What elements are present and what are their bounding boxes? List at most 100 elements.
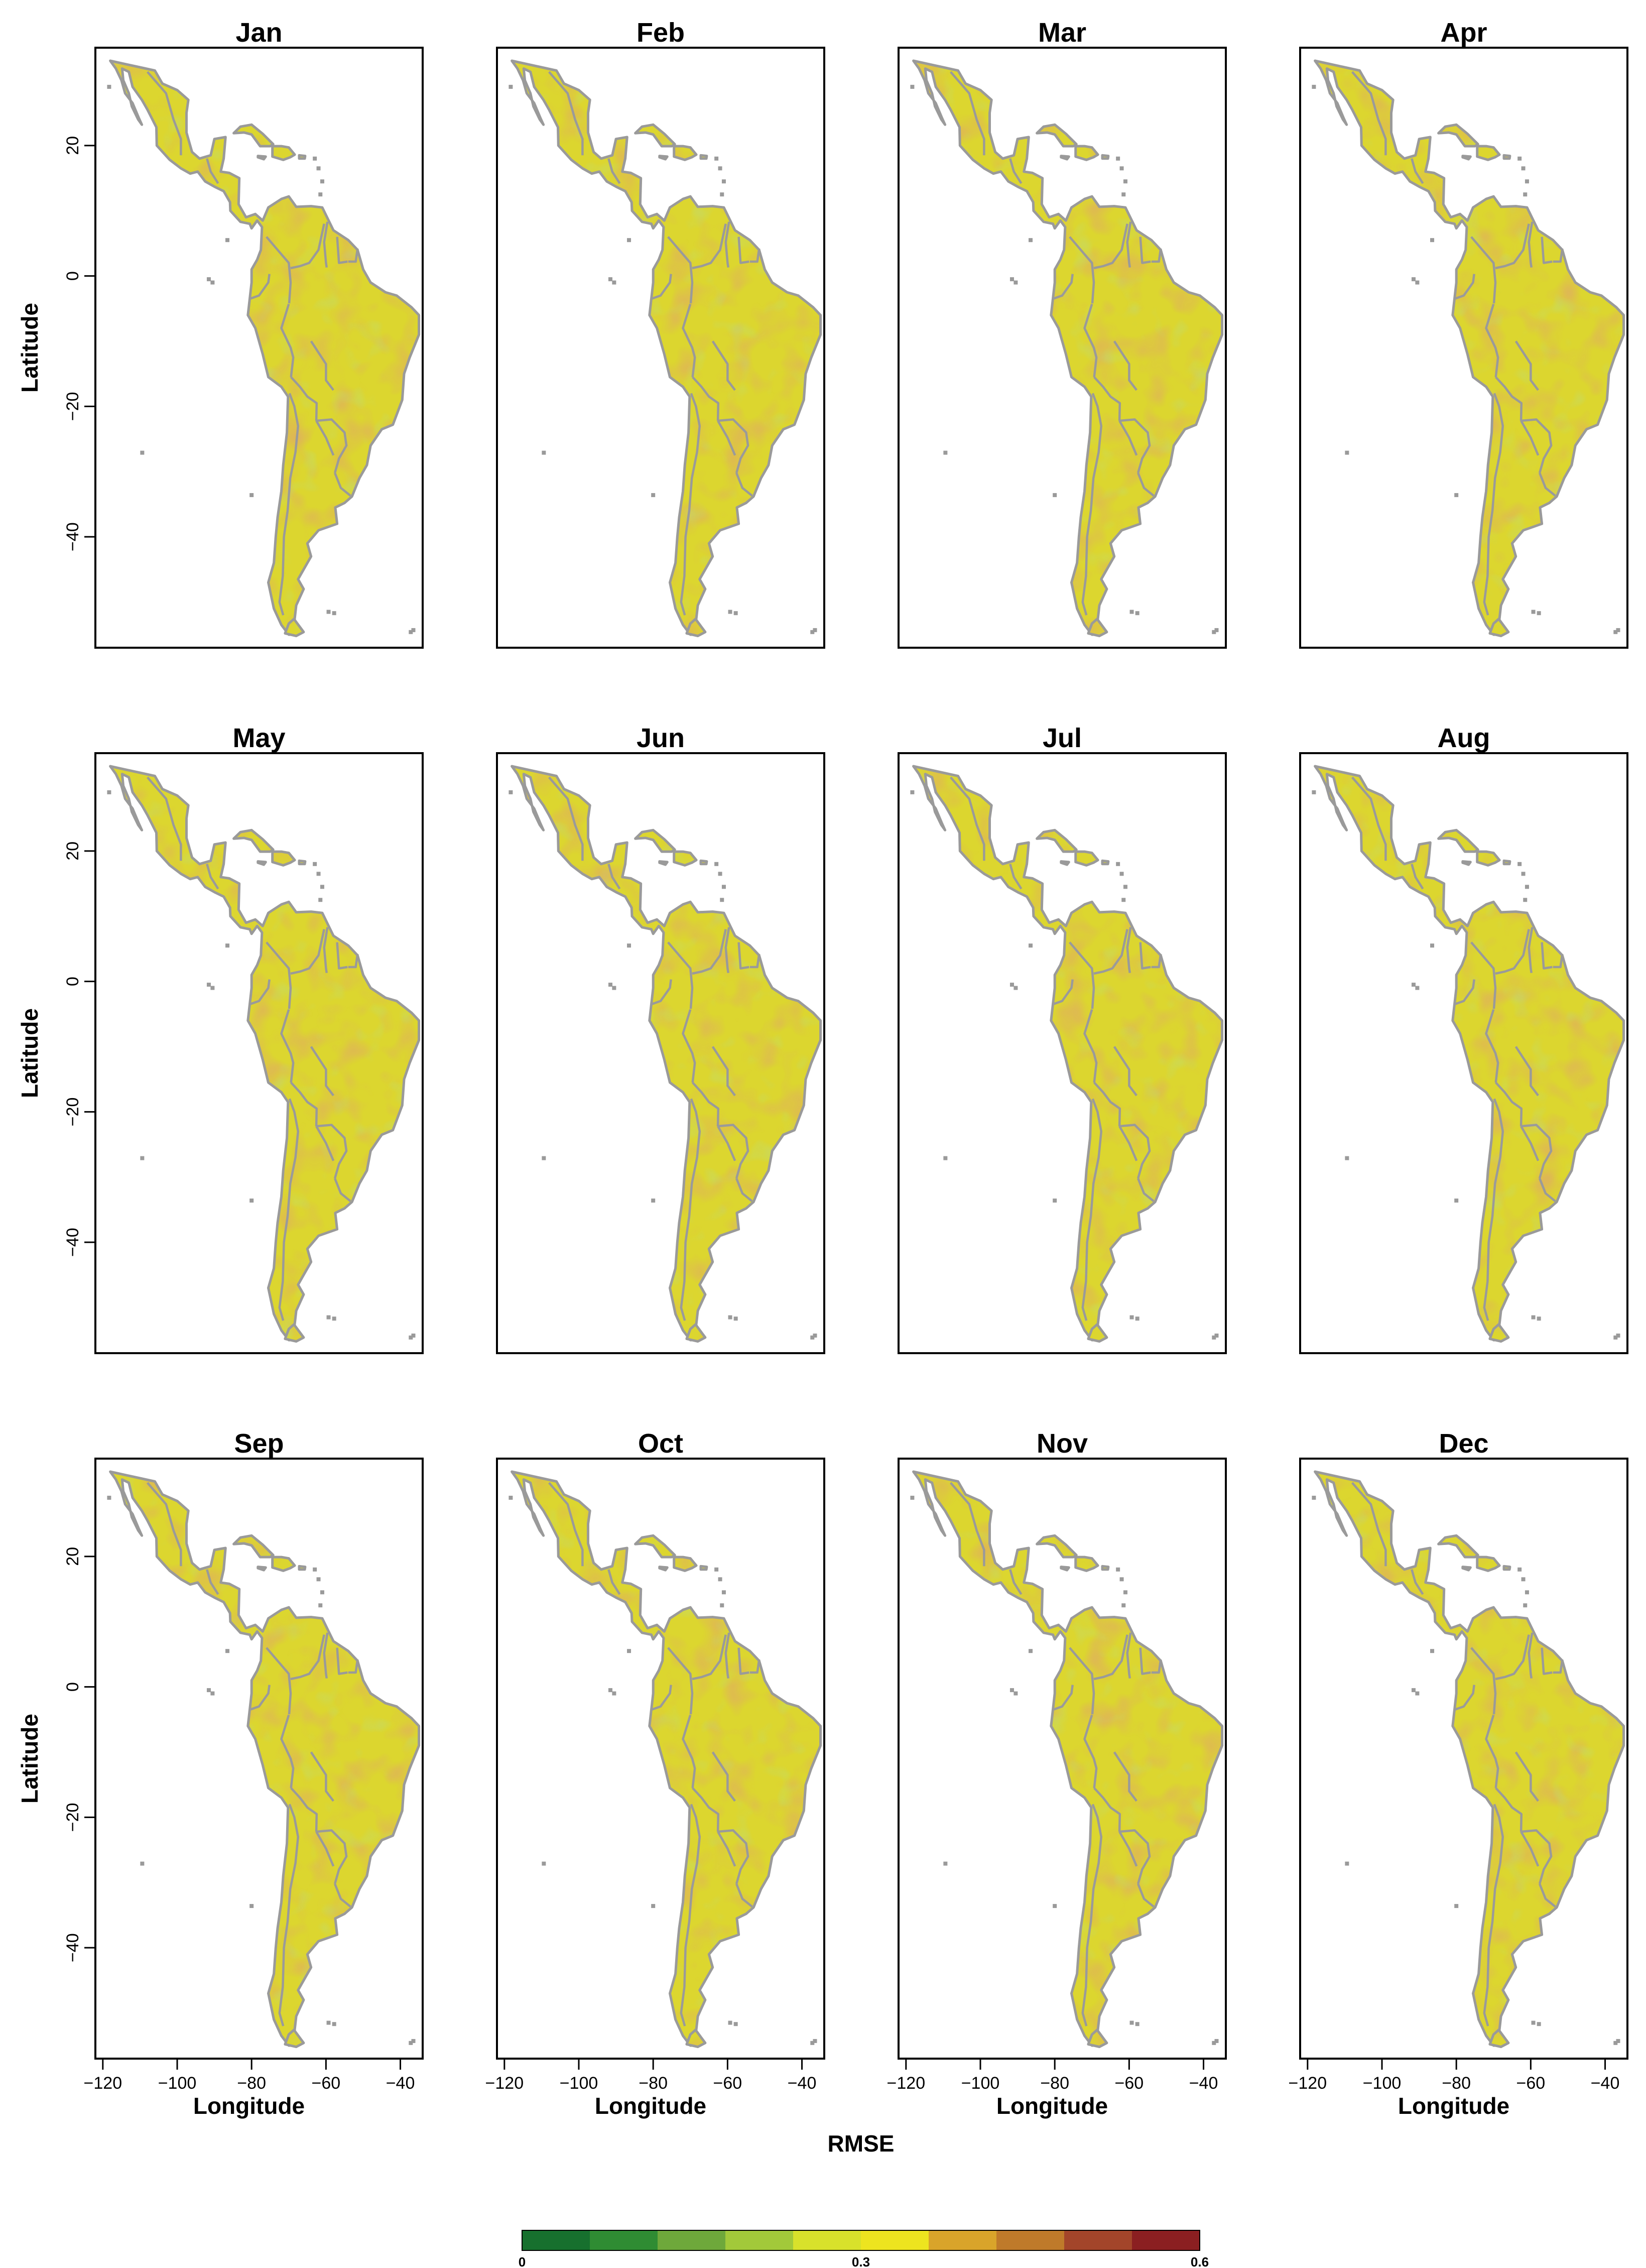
island-dot [140, 450, 145, 455]
coastline [1314, 765, 1625, 1342]
country-border [249, 979, 271, 1006]
x-tick-label: −40 [1189, 2074, 1218, 2093]
coastline [1488, 1323, 1510, 1343]
island-dot [206, 983, 211, 987]
country-border [290, 1634, 325, 1681]
island-dot [612, 280, 616, 285]
panel-title: Feb [637, 18, 685, 48]
country-border [735, 472, 753, 497]
map-panel-jul: Jul [898, 723, 1227, 1354]
coastline [511, 1470, 822, 2047]
country-border [1470, 941, 1497, 1009]
country-border [1411, 158, 1424, 184]
panel-title: Mar [1038, 18, 1086, 48]
country-border [249, 1685, 271, 1711]
country-border [280, 1009, 295, 1083]
rmse-texture-green [1315, 61, 1624, 635]
country-border [1093, 1634, 1128, 1681]
island-dot [140, 1156, 145, 1160]
colorbar-title: RMSE [828, 2130, 895, 2157]
coastline [109, 765, 421, 1342]
x-tick-label: −80 [1442, 2074, 1471, 2093]
island-dot [1411, 277, 1416, 282]
coastline [109, 1470, 421, 2047]
panel-title: Oct [638, 1428, 683, 1459]
country-border [1528, 927, 1534, 974]
country-border [1083, 303, 1098, 378]
country-border [1113, 340, 1137, 391]
island-dot [1029, 1649, 1033, 1653]
island-dot [1521, 166, 1526, 171]
country-border [692, 1787, 720, 1832]
country-border [1485, 303, 1499, 378]
island-dot [721, 1590, 726, 1595]
island-dot [810, 630, 815, 634]
colorbar-swatch [793, 2230, 861, 2250]
island-dot [1430, 943, 1435, 948]
colorbar-tick-label: 0.6 [1191, 2254, 1209, 2268]
y-tick-label: 20 [63, 136, 82, 155]
island-dot [1613, 2041, 1618, 2045]
country-border [1351, 776, 1387, 861]
island-dot [509, 84, 513, 89]
country-border [548, 776, 584, 861]
coastline [658, 860, 669, 866]
country-border [1009, 1569, 1023, 1595]
coastline [699, 859, 708, 866]
island-dot [313, 862, 317, 866]
country-border [735, 1178, 753, 1203]
island-dot [1116, 862, 1120, 866]
island-dot [542, 1861, 546, 1866]
country-border [290, 223, 325, 270]
country-border [348, 248, 359, 263]
rmse-texture-green [110, 61, 419, 635]
coastline [673, 145, 698, 161]
country-border [692, 223, 727, 270]
country-border [1528, 221, 1534, 268]
island-dot [910, 1495, 915, 1500]
island-dot [1454, 1904, 1459, 1908]
country-border [310, 1751, 334, 1802]
island-dot [608, 1688, 612, 1693]
country-border [682, 1714, 696, 1788]
country-border [1495, 929, 1530, 975]
coastline [912, 765, 1224, 1342]
x-axis-label: Longitude [996, 2093, 1108, 2119]
island-dot [318, 1603, 323, 1608]
country-border [316, 1124, 348, 1179]
island-dot [627, 1649, 631, 1653]
country-border [717, 1124, 749, 1179]
island-dot [651, 1904, 656, 1908]
country-border [1081, 1804, 1103, 2026]
map-panel-apr: Apr [1299, 18, 1628, 649]
map-panel-sep: Sep 20 0 −20 −40 −120 −100 −80 −60 −40 [63, 1428, 424, 2093]
map-panel-may: May 20 0 −20 −40 [63, 723, 424, 1354]
rmse-texture-green [913, 766, 1222, 1340]
country-border [1052, 274, 1074, 300]
country-border [206, 158, 219, 184]
country-border [1521, 1124, 1553, 1179]
country-border [1411, 1569, 1424, 1595]
colorbar-frame [522, 2230, 1200, 2251]
country-border [692, 1082, 720, 1127]
country-border [1083, 1714, 1098, 1788]
coastline [699, 1565, 708, 1571]
island-dot [1312, 84, 1316, 89]
island-dot [1135, 611, 1139, 616]
island-dot [813, 628, 817, 632]
country-border [334, 472, 351, 497]
island-dot [813, 2039, 817, 2043]
coastline [1087, 1323, 1108, 1343]
island-dot [910, 790, 915, 794]
island-dot [316, 872, 321, 876]
coastline [658, 155, 669, 161]
country-border [1495, 376, 1523, 421]
country-border [1485, 1714, 1499, 1788]
island-dot [1121, 192, 1126, 197]
island-dot [943, 450, 948, 455]
country-border [1137, 472, 1155, 497]
island-dot [1454, 1199, 1459, 1203]
island-dot [318, 192, 323, 197]
y-axis-label: Latitude [17, 1008, 43, 1098]
country-border [711, 1046, 736, 1097]
